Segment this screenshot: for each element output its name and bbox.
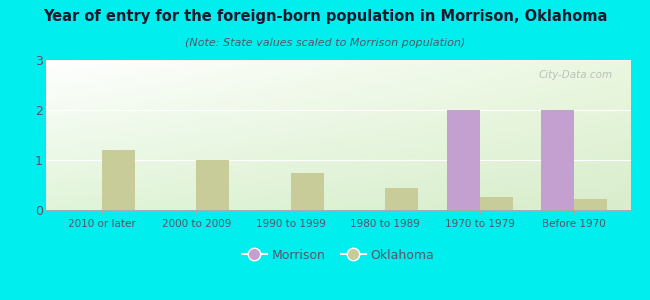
Bar — [447, 110, 480, 210]
Text: City-Data.com: City-Data.com — [539, 70, 613, 80]
Legend: Morrison, Oklahoma: Morrison, Oklahoma — [237, 244, 439, 267]
Bar — [541, 110, 574, 210]
Bar — [291, 172, 324, 210]
Bar — [480, 196, 513, 210]
Text: Year of entry for the foreign-born population in Morrison, Oklahoma: Year of entry for the foreign-born popul… — [43, 9, 607, 24]
Bar — [574, 199, 607, 210]
Text: (Note: State values scaled to Morrison population): (Note: State values scaled to Morrison p… — [185, 38, 465, 47]
Bar — [385, 188, 418, 210]
Bar — [102, 150, 135, 210]
Bar — [196, 160, 229, 210]
